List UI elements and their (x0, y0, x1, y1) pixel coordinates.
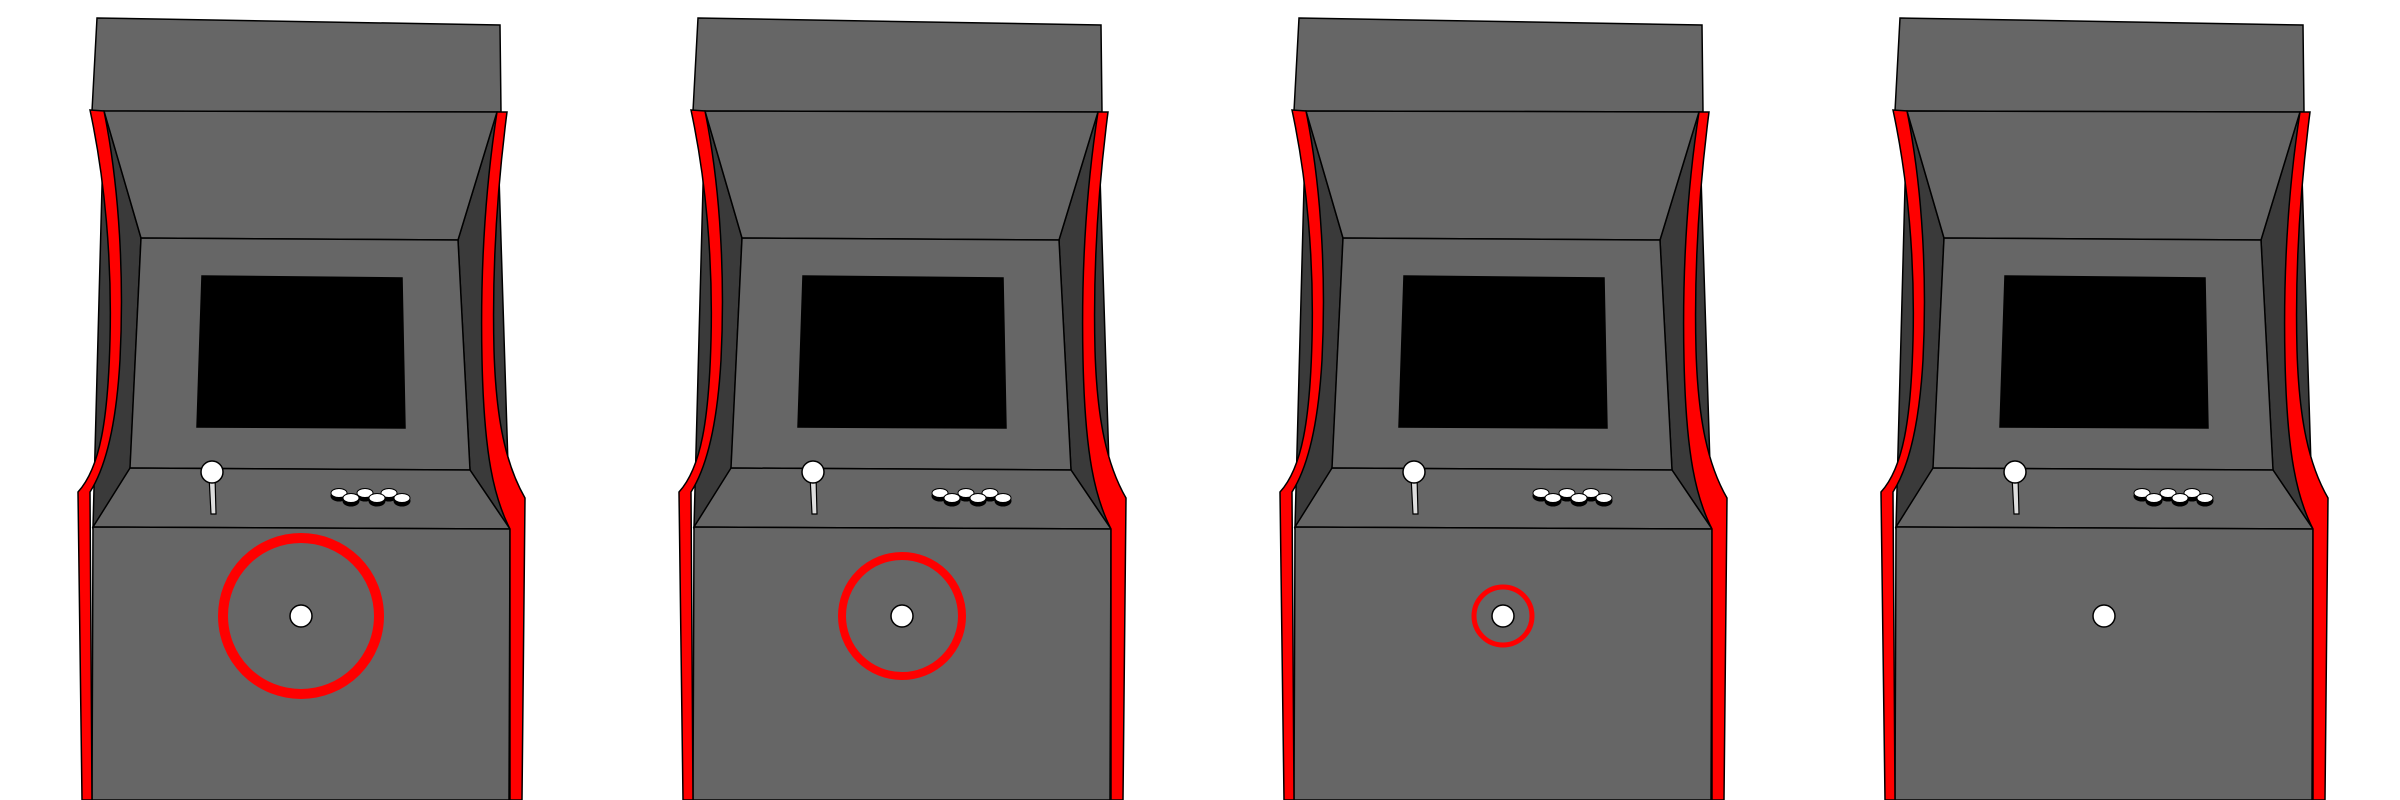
arcade-button-top (943, 493, 961, 503)
coin-slot-icon (289, 604, 313, 628)
cabinet-screen (1398, 275, 1608, 429)
joystick-ball (801, 460, 825, 484)
arcade-button-icon (1582, 488, 1600, 502)
arcade-button-top (981, 488, 999, 498)
cabinet-control-panel (1894, 467, 2315, 530)
cabinet-screen (797, 275, 1007, 429)
cabinet-marquee (692, 17, 1103, 113)
arcade-buttons (1532, 488, 1613, 507)
arcade-cabinet (1880, 17, 2329, 800)
cabinet-left-trim (1279, 109, 1325, 800)
cabinet-right-trim (1682, 111, 1728, 800)
arcade-button-icon (1532, 488, 1550, 502)
arcade-button-top (2145, 493, 2163, 503)
arcade-button-top (957, 488, 975, 498)
arcade-button-icon (2145, 493, 2163, 507)
cabinet-screen (196, 275, 406, 429)
highlight-ring-icon (838, 552, 966, 680)
joystick-icon (2003, 460, 2027, 515)
coin-slot-icon (1491, 604, 1515, 628)
highlight-ring-icon (218, 533, 384, 699)
arcade-buttons (931, 488, 1012, 507)
arcade-button-top (1570, 493, 1588, 503)
joystick-ball (2003, 460, 2027, 484)
arcade-button-top (969, 493, 987, 503)
arcade-button-top (356, 488, 374, 498)
cabinet-lower-body (1293, 526, 1713, 800)
arcade-button-top (1558, 488, 1576, 498)
cabinet-control-panel (1293, 467, 1714, 530)
cabinet-hood (1905, 110, 2302, 241)
arcade-button-icon (2196, 493, 2214, 507)
cabinet-screen (1999, 275, 2209, 429)
cabinet-marquee (1293, 17, 1704, 113)
cabinet-left-trim (1880, 109, 1926, 800)
cabinet-lower-body (1894, 526, 2314, 800)
joystick-icon (801, 460, 825, 515)
arcade-button-top (2159, 488, 2177, 498)
cabinet-lower-body (692, 526, 1112, 800)
joystick-ball (200, 460, 224, 484)
arcade-button-icon (1595, 493, 1613, 507)
arcade-button-top (1532, 488, 1550, 498)
arcade-button-top (2133, 488, 2151, 498)
arcade-button-top (931, 488, 949, 498)
arcade-button-icon (342, 493, 360, 507)
cabinet-hood (703, 110, 1100, 241)
arcade-button-top (1544, 493, 1562, 503)
cabinet-hood (1304, 110, 1701, 241)
arcade-button-icon (393, 493, 411, 507)
highlight-ring-icon (1471, 584, 1535, 648)
cabinet-right-trim (480, 111, 526, 800)
cabinet-control-panel (91, 467, 512, 530)
arcade-cabinet (1279, 17, 1728, 800)
arcade-cabinet (678, 17, 1127, 800)
arcade-button-icon (368, 493, 386, 507)
cabinet-hood (102, 110, 499, 241)
cabinet-control-panel (692, 467, 1113, 530)
arcade-button-top (342, 493, 360, 503)
arcade-button-icon (943, 493, 961, 507)
arcade-button-icon (330, 488, 348, 502)
cabinet-marquee (91, 17, 502, 113)
arcade-button-top (368, 493, 386, 503)
joystick-ball (1402, 460, 1426, 484)
cabinet-left-trim (678, 109, 724, 800)
arcade-button-top (1582, 488, 1600, 498)
arcade-button-top (380, 488, 398, 498)
arcade-button-icon (1544, 493, 1562, 507)
coin-slot-icon (2092, 604, 2116, 628)
arcade-button-top (994, 493, 1012, 503)
coin-slot-icon (890, 604, 914, 628)
arcade-button-icon (994, 493, 1012, 507)
cabinet-lower-body (91, 526, 511, 800)
arcade-buttons (2133, 488, 2214, 507)
arcade-button-top (330, 488, 348, 498)
arcade-button-top (2183, 488, 2201, 498)
arcade-button-icon (2183, 488, 2201, 502)
arcade-button-top (1595, 493, 1613, 503)
arcade-button-icon (1570, 493, 1588, 507)
cabinet-right-trim (1081, 111, 1127, 800)
joystick-icon (200, 460, 224, 515)
cabinet-marquee (1894, 17, 2305, 113)
arcade-button-icon (2171, 493, 2189, 507)
arcade-buttons (330, 488, 411, 507)
arcade-button-icon (969, 493, 987, 507)
joystick-icon (1402, 460, 1426, 515)
arcade-button-top (393, 493, 411, 503)
cabinet-right-trim (2283, 111, 2329, 800)
arcade-cabinet (77, 17, 526, 800)
arcade-button-top (2171, 493, 2189, 503)
arcade-button-top (2196, 493, 2214, 503)
cabinet-left-trim (77, 109, 123, 800)
